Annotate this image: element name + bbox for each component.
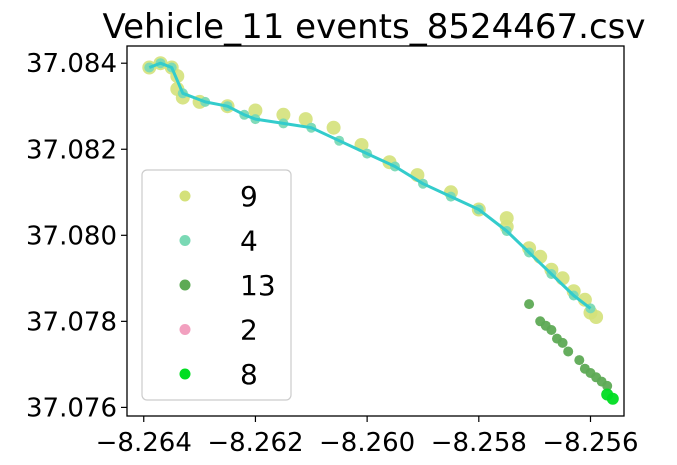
chart-title: Vehicle_11 events_8524467.csv [103, 7, 646, 47]
legend-label-2: 2 [240, 314, 258, 347]
legend-label-9: 9 [240, 180, 258, 213]
point-9-22 [499, 211, 514, 226]
track-line [148, 61, 592, 310]
plot-area [142, 56, 619, 405]
legend-marker-9 [179, 190, 191, 202]
x-tick-label: −8.260 [319, 428, 415, 458]
point-9-10 [298, 112, 313, 127]
legend-label-4: 4 [240, 225, 258, 258]
x-tick-label: −8.262 [207, 428, 303, 458]
legend-marker-4 [179, 235, 191, 246]
legend-box [141, 169, 292, 401]
point-9-11 [326, 120, 341, 135]
y-tick-label: 37.082 [26, 135, 117, 165]
x-tick-label: −8.256 [542, 428, 638, 458]
x-tick-label: −8.264 [96, 428, 192, 458]
y-tick-label: 37.076 [26, 393, 117, 423]
legend: 9 4 13 2 8 [141, 169, 292, 401]
x-axis: −8.264 −8.262 −8.260 −8.258 −8.256 [96, 416, 639, 458]
legend-marker-2 [179, 324, 191, 335]
point-13-3 [546, 325, 557, 335]
y-tick-label: 37.080 [26, 221, 117, 251]
point-9-8 [248, 103, 263, 118]
y-tick-label: 37.084 [26, 49, 117, 79]
y-tick-label: 37.078 [26, 307, 117, 337]
point-8-1 [606, 392, 619, 405]
point-13-6 [563, 346, 574, 357]
legend-marker-13 [179, 279, 191, 291]
legend-marker-8 [179, 368, 191, 380]
point-13-5 [557, 337, 568, 348]
y-axis: 37.076 37.078 37.080 37.082 37.084 [26, 49, 127, 423]
legend-label-8: 8 [240, 358, 258, 391]
point-13-12 [602, 380, 613, 391]
plot-frame [126, 45, 625, 417]
point-9-9 [276, 107, 291, 122]
series-13 [524, 299, 613, 391]
legend-label-13: 13 [240, 269, 276, 302]
point-13-7 [574, 355, 585, 366]
series-8 [601, 388, 619, 405]
point-9-26 [589, 310, 604, 324]
x-tick-label: −8.258 [431, 428, 527, 458]
point-13-0 [524, 299, 535, 310]
